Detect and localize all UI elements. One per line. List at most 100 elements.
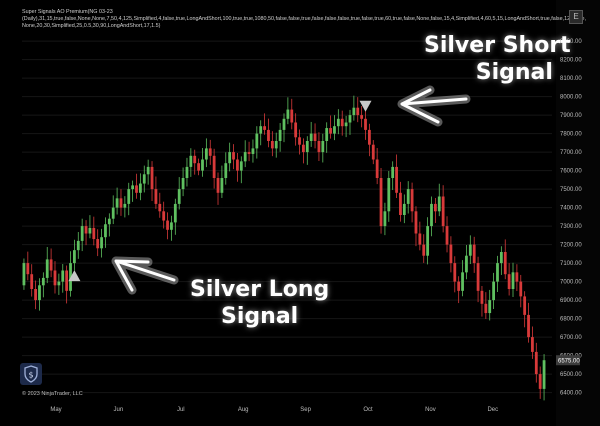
- long-signal-arrow: [111, 256, 179, 295]
- candle-body: [433, 203, 437, 212]
- candle-body: [41, 277, 45, 286]
- candle-body: [344, 122, 348, 127]
- expand-button[interactable]: E: [569, 10, 583, 24]
- candle-body: [441, 196, 445, 227]
- candle-body: [476, 263, 480, 291]
- x-tick-label: Sep: [300, 407, 311, 413]
- x-tick-label: Aug: [238, 407, 249, 413]
- silver-short-line2: Signal: [475, 60, 553, 85]
- candle-body: [216, 178, 220, 193]
- candle-body: [84, 226, 88, 234]
- y-tick-label: 7100.00: [560, 261, 582, 267]
- candle-body: [488, 300, 492, 314]
- x-tick-label: Dec: [487, 407, 498, 413]
- candle-body: [57, 281, 61, 286]
- indicator-title: Super Signals AO Premium(NG 03-23: [22, 9, 113, 15]
- shield-dollar-icon: $: [20, 363, 42, 385]
- y-tick-label: 7500.00: [560, 187, 582, 193]
- candle-body: [236, 159, 239, 171]
- x-tick-label: Jul: [177, 407, 185, 413]
- candle-body: [468, 244, 472, 256]
- candle-body: [270, 141, 274, 149]
- y-tick-label: 7400.00: [560, 206, 582, 212]
- candle-body: [461, 272, 464, 291]
- candle-body: [515, 272, 519, 282]
- candle-body: [247, 152, 251, 154]
- candle-body: [414, 211, 418, 234]
- candle-body: [201, 159, 204, 171]
- y-tick-label: 8100.00: [560, 76, 582, 82]
- candle-body: [523, 296, 527, 315]
- candle-body: [499, 252, 503, 264]
- price-axis: [556, 0, 600, 426]
- candle-body: [224, 163, 228, 178]
- candle-body: [503, 252, 507, 275]
- candle-body: [329, 128, 332, 134]
- candle-body: [278, 129, 282, 141]
- last-price-label: 6575.00: [558, 359, 580, 365]
- candle-body: [104, 224, 107, 238]
- candle-body: [302, 144, 305, 153]
- candle-body: [170, 222, 173, 230]
- y-tick-label: 7800.00: [560, 132, 582, 138]
- candle-body: [30, 274, 34, 289]
- candle-body: [399, 192, 402, 215]
- svg-text:$: $: [28, 371, 33, 380]
- candle-body: [142, 174, 146, 184]
- y-tick-label: 6500.00: [560, 372, 582, 378]
- candle-body: [313, 133, 317, 141]
- candle-body: [73, 250, 76, 264]
- candle-body: [457, 281, 461, 291]
- candle-body: [430, 203, 433, 227]
- candle-body: [527, 314, 530, 338]
- candle-body: [251, 148, 255, 154]
- candle-body: [61, 270, 65, 282]
- candle-body: [204, 148, 208, 160]
- candle-body: [333, 126, 336, 134]
- candle-body: [449, 244, 453, 264]
- candle-body: [298, 137, 301, 145]
- candle-body: [115, 198, 119, 208]
- candle-body: [480, 290, 484, 304]
- indicator-params-line1: (Daily),31,15,true,false,None,None,7,50,…: [22, 16, 586, 22]
- candle-body: [243, 152, 247, 162]
- candle-body: [92, 227, 96, 240]
- signal-markers: [68, 100, 372, 282]
- candle-body: [371, 144, 375, 160]
- candle-body: [154, 189, 158, 204]
- y-tick-label: 6400.00: [560, 391, 582, 397]
- indicator-params-line2: None,20,30,Simplified,25,0.5,30,90,LongA…: [22, 23, 161, 29]
- candle-body: [496, 263, 499, 282]
- candle-body: [208, 148, 212, 156]
- silver-long-line1: Silver Long: [190, 277, 330, 302]
- candle-body: [352, 107, 356, 116]
- candle-body: [259, 126, 263, 134]
- candle-body: [340, 118, 344, 127]
- candle-body: [45, 259, 49, 278]
- silver-long-label: Silver Long Signal: [190, 276, 329, 330]
- short-signal-marker: [359, 100, 372, 112]
- candle-body: [519, 281, 523, 297]
- candle-body: [162, 211, 166, 221]
- x-tick-label: Oct: [363, 407, 373, 413]
- candle-body: [534, 351, 538, 375]
- candle-body: [484, 303, 488, 314]
- candle-body: [49, 259, 53, 271]
- y-tick-label: 6700.00: [560, 335, 582, 341]
- candle-body: [402, 203, 406, 215]
- candle-body: [150, 166, 154, 190]
- silver-short-line1: Silver Short: [424, 33, 571, 58]
- candle-body: [364, 118, 367, 130]
- candle-body: [189, 155, 193, 167]
- candle-body: [197, 163, 201, 171]
- candle-body: [325, 128, 329, 141]
- y-tick-label: 7200.00: [560, 243, 582, 249]
- x-tick-label: Jun: [114, 407, 124, 413]
- candle-body: [492, 281, 495, 301]
- y-tick-label: 7900.00: [560, 113, 582, 119]
- candle-body: [542, 360, 546, 389]
- x-tick-label: May: [50, 407, 61, 413]
- candle-body: [22, 263, 26, 286]
- candle-body: [391, 166, 395, 178]
